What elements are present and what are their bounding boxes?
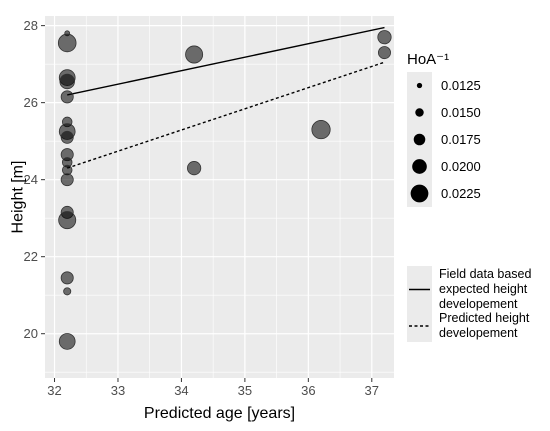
line-legend-key-bg — [407, 266, 432, 342]
line-legend-label: Predicted height — [439, 311, 530, 325]
data-point — [60, 173, 74, 187]
major-gridlines — [45, 16, 394, 378]
y-tick-label: 22 — [24, 249, 38, 264]
x-tick-label: 32 — [47, 383, 61, 398]
data-point — [59, 73, 75, 90]
size-legend-label: 0.0150 — [441, 105, 481, 120]
predicted-height-line — [66, 61, 385, 169]
x-axis: 32 33 34 35 36 37 — [47, 378, 379, 398]
data-point — [58, 333, 76, 350]
data-point — [187, 161, 202, 176]
size-legend-key — [413, 133, 426, 146]
y-tick-label: 20 — [24, 326, 38, 341]
data-point — [311, 120, 331, 140]
y-tick-label: 28 — [24, 18, 38, 33]
plot-panel — [45, 16, 394, 378]
minor-gridlines — [45, 16, 394, 378]
y-axis-title: Height [m] — [10, 161, 27, 234]
trend-lines — [66, 26, 385, 169]
x-tick-label: 34 — [174, 383, 188, 398]
size-legend-label: 0.0225 — [441, 186, 481, 201]
size-legend-key — [410, 184, 429, 203]
data-point — [378, 46, 391, 60]
line-legend-label: expected height — [439, 282, 528, 296]
size-legend-key — [412, 159, 427, 174]
size-legend-label: 0.0125 — [441, 78, 481, 93]
y-axis: 20 22 24 26 28 — [24, 18, 45, 341]
data-point — [377, 30, 392, 45]
size-legend-key — [416, 82, 423, 89]
line-legend-label: developement — [439, 326, 518, 340]
data-point — [57, 33, 77, 53]
x-tick-label: 37 — [365, 383, 379, 398]
expected-height-line — [67, 26, 385, 96]
data-point — [58, 211, 77, 230]
data-point — [185, 45, 204, 64]
line-legend-label: developement — [439, 297, 518, 311]
data-point — [60, 130, 74, 144]
data-points — [57, 30, 392, 350]
x-tick-label: 33 — [111, 383, 125, 398]
data-point — [60, 271, 74, 285]
size-legend-label: 0.0200 — [441, 159, 481, 174]
size-legend-label: 0.0175 — [441, 132, 481, 147]
line-legend-label: Field data based — [439, 267, 531, 281]
size-legend: HoA⁻¹ 0.0125 0.0150 0.0175 0.0200 0.0225 — [407, 51, 481, 207]
data-point — [60, 90, 74, 104]
x-axis-title: Predicted age [years] — [144, 405, 295, 422]
size-legend-title: HoA⁻¹ — [407, 51, 449, 68]
x-tick-label: 35 — [238, 383, 252, 398]
y-tick-label: 26 — [24, 95, 38, 110]
size-legend-key — [415, 108, 424, 117]
x-tick-label: 36 — [301, 383, 315, 398]
y-tick-label: 24 — [24, 172, 38, 187]
data-point — [63, 287, 72, 296]
